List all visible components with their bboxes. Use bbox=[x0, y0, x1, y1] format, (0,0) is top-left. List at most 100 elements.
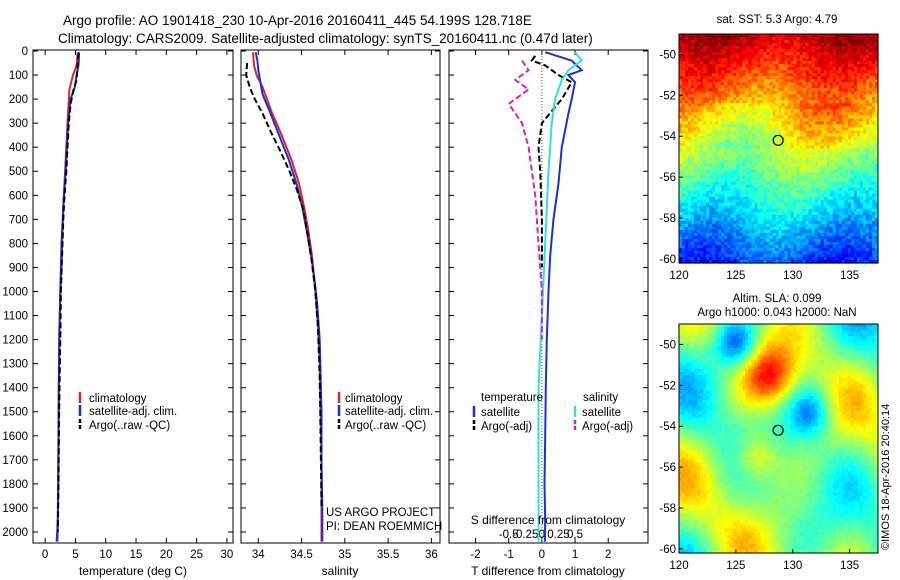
map-cell bbox=[706, 163, 710, 168]
map-cell bbox=[697, 202, 701, 207]
map-cell bbox=[763, 67, 768, 71]
map-cell bbox=[757, 34, 762, 38]
map-cell bbox=[748, 238, 752, 243]
map-cell bbox=[784, 115, 789, 119]
map-cell bbox=[775, 82, 780, 86]
map-cell bbox=[817, 106, 822, 110]
map-cell bbox=[688, 238, 692, 243]
map-cell bbox=[724, 166, 728, 171]
map-cell bbox=[847, 232, 852, 237]
map-cell bbox=[763, 118, 768, 122]
map-cell bbox=[721, 199, 725, 204]
map-cell bbox=[685, 61, 689, 65]
map-cell bbox=[739, 151, 743, 156]
map-cell bbox=[691, 202, 695, 207]
map-cell bbox=[781, 205, 786, 210]
map-cell bbox=[790, 43, 795, 47]
map-cell bbox=[694, 139, 698, 144]
map-cell bbox=[715, 244, 719, 249]
map-cell bbox=[772, 112, 777, 116]
map-cell bbox=[790, 34, 795, 38]
map-cell bbox=[724, 145, 728, 150]
map-cell bbox=[748, 202, 752, 207]
map-cell bbox=[691, 58, 695, 62]
map-cell bbox=[805, 79, 810, 83]
map-cell bbox=[727, 235, 731, 240]
map-cell bbox=[826, 223, 831, 228]
map-cell bbox=[733, 229, 737, 234]
map-cell bbox=[856, 103, 861, 107]
map-cell bbox=[724, 73, 728, 77]
map-cell bbox=[805, 154, 810, 159]
map-cell bbox=[784, 151, 789, 156]
map-cell bbox=[754, 130, 758, 135]
map-cell bbox=[802, 211, 807, 216]
map-cell bbox=[685, 70, 689, 74]
map-cell bbox=[769, 49, 774, 53]
map-cell bbox=[697, 55, 701, 59]
map-cell bbox=[688, 235, 692, 240]
map-cell bbox=[835, 97, 840, 101]
map-cell bbox=[751, 214, 755, 219]
map-cell bbox=[757, 103, 762, 107]
map-cell bbox=[778, 46, 783, 50]
map-cell bbox=[817, 67, 822, 71]
map-cell bbox=[763, 37, 768, 41]
map-cell bbox=[727, 76, 731, 80]
map-cell bbox=[814, 82, 819, 86]
map-cell bbox=[781, 166, 786, 171]
map-cell bbox=[805, 109, 810, 113]
map-cell bbox=[721, 166, 725, 171]
map-cell bbox=[850, 172, 855, 177]
map-cell bbox=[820, 136, 825, 141]
map-cell bbox=[709, 178, 713, 183]
map-cell bbox=[703, 205, 707, 210]
map-cell bbox=[811, 118, 816, 122]
map-cell bbox=[868, 193, 873, 198]
map-cell bbox=[754, 106, 758, 110]
map-cell bbox=[757, 109, 762, 113]
map-cell bbox=[853, 49, 858, 53]
map-cell bbox=[874, 208, 879, 213]
map-cell bbox=[769, 91, 774, 95]
map-cell bbox=[823, 187, 828, 192]
map-cell bbox=[850, 229, 855, 234]
map-cell bbox=[838, 202, 843, 207]
map-cell bbox=[736, 58, 740, 62]
map-cell bbox=[748, 70, 752, 74]
map-cell bbox=[847, 223, 852, 228]
map-cell bbox=[745, 163, 749, 168]
map-cell bbox=[718, 67, 722, 71]
map-cell bbox=[727, 40, 731, 44]
map-cell bbox=[736, 172, 740, 177]
map-cell bbox=[790, 67, 795, 71]
map-cell bbox=[712, 70, 716, 74]
map-cell bbox=[796, 43, 801, 47]
map-cell bbox=[844, 166, 849, 171]
map-cell bbox=[799, 79, 804, 83]
map-cell bbox=[691, 184, 695, 189]
map-cell bbox=[874, 88, 879, 92]
map-cell bbox=[763, 169, 768, 174]
map-cell bbox=[781, 157, 786, 162]
map-cell bbox=[769, 214, 774, 219]
map-cell bbox=[751, 103, 755, 107]
map-cell bbox=[697, 208, 701, 213]
map-cell bbox=[811, 40, 816, 44]
map-cell bbox=[829, 205, 834, 210]
map-cell bbox=[745, 217, 749, 222]
map-cell bbox=[847, 226, 852, 231]
map-cell bbox=[769, 109, 774, 113]
map-cell bbox=[775, 118, 780, 122]
map-cell bbox=[679, 157, 683, 162]
map-cell bbox=[871, 43, 876, 47]
map-cell bbox=[730, 151, 734, 156]
map-cell bbox=[814, 214, 819, 219]
map-cell bbox=[745, 214, 749, 219]
map-cell bbox=[703, 169, 707, 174]
map-cell bbox=[727, 247, 731, 252]
map-cell bbox=[709, 85, 713, 89]
map-cell bbox=[715, 88, 719, 92]
map-cell bbox=[700, 124, 704, 128]
map-cell bbox=[793, 109, 798, 113]
